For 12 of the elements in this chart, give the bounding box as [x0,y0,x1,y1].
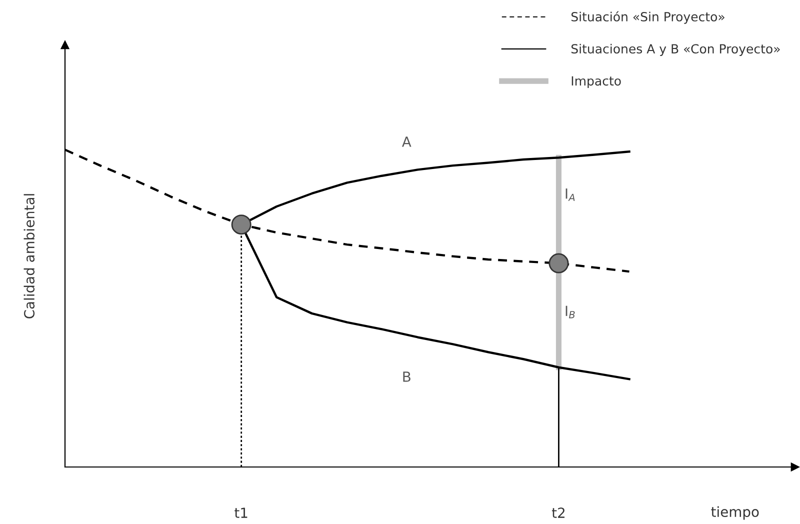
annotation: I$_{B}$ [566,306,575,318]
annotation: A [568,194,575,201]
legend-label: Situación «Sin Proyecto» [571,11,724,24]
text: A [402,136,412,147]
legend-label: Impacto [572,76,621,88]
y-axis-title: Calidad ambiental [24,194,35,318]
text: I [566,188,568,199]
legend-label: Situaciones A y B «Con Proyecto» [571,44,780,56]
annotation: B [403,372,410,382]
x-tick-label: t2 [552,508,564,518]
x-axis-title: tiempo [711,506,759,520]
x-tick-label: t1 [234,508,248,518]
